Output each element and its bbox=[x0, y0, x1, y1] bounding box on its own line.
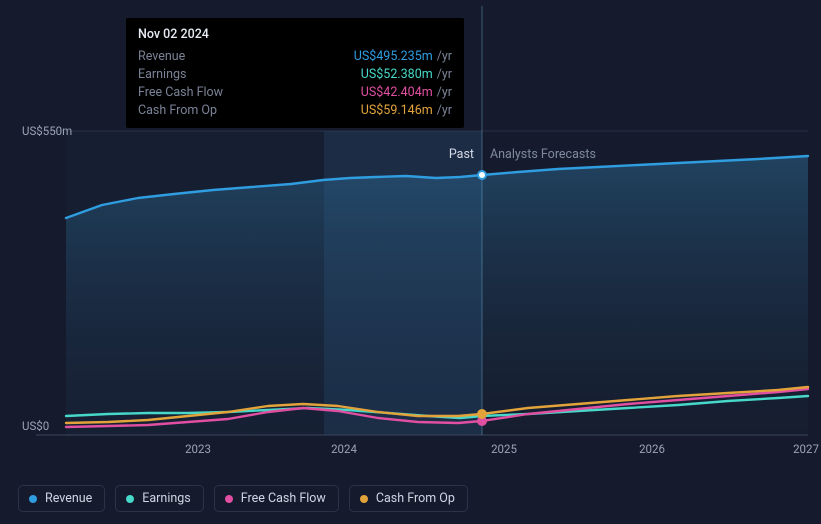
tooltip-row: Cash From Op US$59.146m/yr bbox=[138, 102, 452, 120]
legend-dot-icon bbox=[225, 495, 233, 503]
legend-dot-icon bbox=[360, 495, 368, 503]
svg-text:Analysts Forecasts: Analysts Forecasts bbox=[490, 147, 596, 162]
legend-item-label: Revenue bbox=[45, 491, 92, 506]
svg-text:US$0: US$0 bbox=[22, 419, 49, 433]
svg-text:2026: 2026 bbox=[639, 442, 665, 456]
legend-item-cashop[interactable]: Cash From Op bbox=[349, 485, 468, 512]
legend-bar: Revenue Earnings Free Cash Flow Cash From O… bbox=[18, 485, 468, 512]
tooltip-row: Earnings US$52.380m/yr bbox=[138, 66, 452, 84]
tooltip-row-value: US$495.235m/yr bbox=[354, 48, 452, 66]
tooltip-row-key: Free Cash Flow bbox=[138, 84, 223, 102]
tooltip-row-value: US$59.146m/yr bbox=[361, 102, 452, 120]
tooltip-row-key: Revenue bbox=[138, 48, 185, 66]
tooltip-row-value: US$52.380m/yr bbox=[361, 66, 452, 84]
legend-item-fcf[interactable]: Free Cash Flow bbox=[214, 485, 339, 512]
tooltip-row: Free Cash Flow US$42.404m/yr bbox=[138, 84, 452, 102]
legend-item-label: Cash From Op bbox=[376, 491, 455, 506]
legend-item-label: Free Cash Flow bbox=[241, 491, 326, 506]
svg-text:2027: 2027 bbox=[793, 442, 819, 456]
legend-item-revenue[interactable]: Revenue bbox=[18, 485, 105, 512]
svg-text:Past: Past bbox=[449, 147, 474, 162]
chart-tooltip: Nov 02 2024 RevenueUS$495.235m/yrEarning… bbox=[126, 18, 464, 128]
tooltip-row-key: Cash From Op bbox=[138, 102, 217, 120]
svg-text:2024: 2024 bbox=[331, 442, 357, 456]
svg-text:2023: 2023 bbox=[185, 442, 211, 456]
legend-item-label: Earnings bbox=[142, 491, 190, 506]
legend-item-earnings[interactable]: Earnings bbox=[115, 485, 203, 512]
legend-dot-icon bbox=[126, 495, 134, 503]
legend-dot-icon bbox=[29, 495, 37, 503]
svg-text:2025: 2025 bbox=[491, 442, 517, 456]
tooltip-row-key: Earnings bbox=[138, 66, 186, 84]
svg-text:US$550m: US$550m bbox=[22, 124, 72, 138]
tooltip-row: Revenue US$495.235m/yr bbox=[138, 48, 452, 66]
tooltip-date: Nov 02 2024 bbox=[138, 26, 452, 44]
tooltip-row-value: US$42.404m/yr bbox=[361, 84, 452, 102]
